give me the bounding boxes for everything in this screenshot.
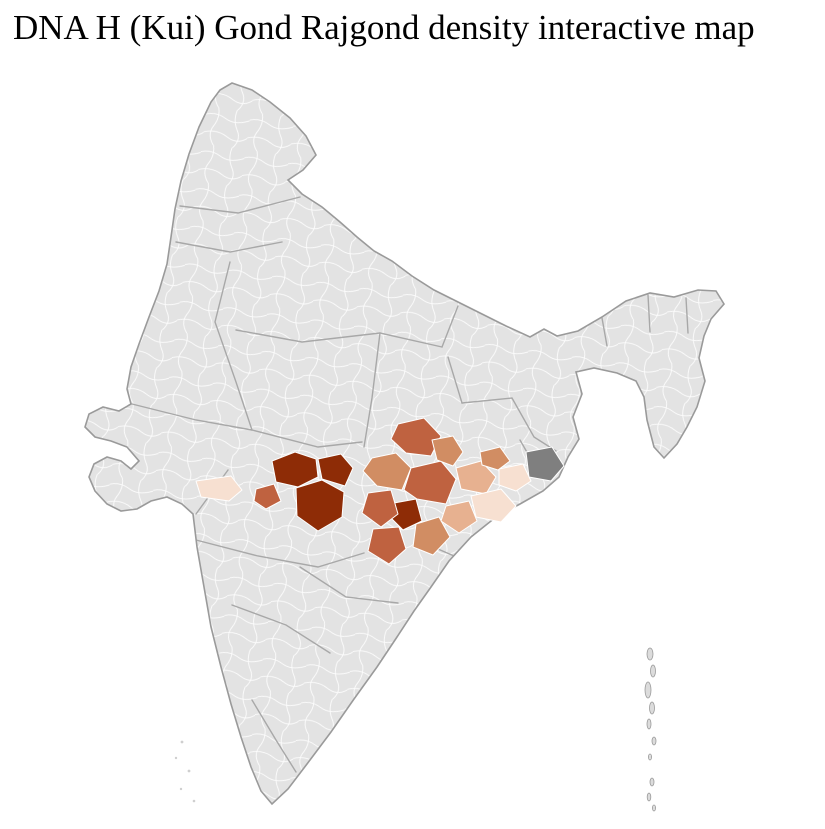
district-region-high[interactable] bbox=[253, 483, 282, 510]
state-border bbox=[251, 429, 363, 448]
density-regions bbox=[195, 417, 565, 565]
state-border bbox=[461, 397, 557, 452]
district-region-medium[interactable] bbox=[431, 435, 464, 467]
state-border bbox=[441, 305, 459, 348]
district-region-high[interactable] bbox=[367, 526, 407, 565]
district-region-medium[interactable] bbox=[362, 452, 412, 491]
india-outline bbox=[84, 82, 725, 806]
state-border bbox=[363, 332, 381, 448]
district-region-very-high[interactable] bbox=[271, 451, 319, 488]
state-border bbox=[131, 403, 253, 431]
district-region-very-low[interactable] bbox=[470, 488, 517, 523]
state-border bbox=[647, 294, 651, 333]
state-border bbox=[179, 196, 301, 214]
state-border bbox=[231, 604, 331, 654]
district-region-very-low[interactable] bbox=[195, 475, 243, 502]
state-border bbox=[685, 297, 689, 334]
state-border bbox=[175, 241, 283, 253]
state-border bbox=[251, 699, 297, 773]
district-region-gray-highlight[interactable] bbox=[525, 446, 565, 482]
district-region-high[interactable] bbox=[361, 489, 399, 528]
page-title: DNA H (Kui) Gond Rajgond density interac… bbox=[13, 8, 755, 47]
district-region-high[interactable] bbox=[390, 417, 442, 457]
state-border bbox=[447, 356, 463, 404]
andaman-nicobar-islands bbox=[644, 647, 657, 812]
state-border bbox=[195, 539, 365, 568]
lakshadweep-islands bbox=[174, 740, 196, 803]
district-region-low[interactable] bbox=[440, 500, 478, 534]
state-border bbox=[299, 566, 399, 604]
district-region-medium[interactable] bbox=[412, 516, 451, 556]
district-region-very-high[interactable] bbox=[317, 453, 354, 487]
state-border bbox=[601, 317, 608, 347]
state-border bbox=[214, 261, 253, 431]
district-region-medium[interactable] bbox=[479, 446, 511, 471]
district-region-low[interactable] bbox=[455, 460, 497, 495]
district-region-very-low[interactable] bbox=[498, 463, 532, 492]
district-region-very-high[interactable] bbox=[295, 479, 345, 532]
state-border bbox=[235, 329, 443, 348]
